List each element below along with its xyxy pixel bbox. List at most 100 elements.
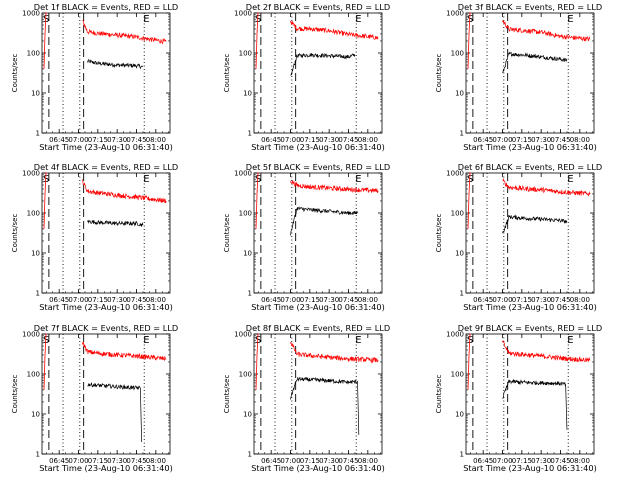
panel-title: Det 7f BLACK = Events, RED = LLD [34,323,178,333]
x-tick-label: 06:45 [261,136,281,144]
x-tick-label: 07:30 [531,296,551,304]
y-axis-label: Counts/sec [11,54,19,93]
x-tick-label: 07:30 [107,296,127,304]
x-axis-label: Start Time (23-Aug-10 06:31:40) [251,302,385,312]
y-axis-label: Counts/sec [435,54,443,93]
initial-spike [467,172,471,229]
end-marker: E [567,335,573,346]
y-tick-label: 100 [239,371,252,379]
y-tick-label: 10 [243,90,252,98]
initial-spike [467,333,471,390]
initial-spike [43,333,47,390]
y-tick-label: 10 [243,250,252,258]
initial-spike [43,172,47,229]
y-tick-label: 1 [248,451,252,459]
x-tick-label: 07:45 [550,296,570,304]
x-axis-label: Start Time (23-Aug-10 06:31:40) [463,302,597,312]
x-tick-label: 07:00 [280,136,300,144]
x-tick-label: 07:00 [280,457,300,465]
x-tick-label: 06:45 [49,136,69,144]
x-tick-label: 07:15 [88,296,108,304]
y-tick-label: 1 [460,451,464,459]
y-tick-label: 1000 [22,10,40,18]
series-events-line [502,379,568,430]
start-marker: S [43,174,49,185]
panel-det-4: Det 4f BLACK = Events, RED = LLD 1 10 100 10… [11,162,178,312]
x-tick-label: 07:45 [126,296,146,304]
panel-det-6: Det 6f BLACK = Events, RED = LLD 1 10 100 10… [435,162,602,312]
x-tick-label: 07:45 [338,296,358,304]
x-tick-label: 07:00 [492,457,512,465]
y-axis-label: Counts/sec [223,54,231,93]
x-tick-label: 07:45 [338,136,358,144]
x-tick-label: 08:00 [570,136,590,144]
y-tick-label: 1 [460,290,464,298]
series-events-line [87,382,142,442]
y-axis-label: Counts/sec [435,375,443,414]
x-tick-label: 07:30 [319,136,339,144]
series-lld-line [82,19,167,45]
y-tick-label: 100 [451,50,464,58]
y-tick-label: 1 [460,130,464,138]
x-tick-label: 07:30 [319,296,339,304]
initial-spike [255,172,259,229]
x-axis-label: Start Time (23-Aug-10 06:31:40) [463,463,597,473]
plot-frame [41,12,171,134]
y-tick-label: 100 [451,210,464,218]
x-tick-label: 07:30 [319,457,339,465]
series-lld-line [290,180,379,194]
x-tick-label: 06:45 [49,296,69,304]
y-tick-label: 10 [455,90,464,98]
y-tick-label: 1000 [446,170,464,178]
x-tick-label: 07:15 [300,457,320,465]
x-tick-label: 07:30 [531,457,551,465]
x-tick-label: 07:15 [300,136,320,144]
y-tick-label: 1 [36,130,40,138]
start-marker: S [255,335,261,346]
start-marker: S [467,14,473,25]
y-tick-label: 100 [239,210,252,218]
y-tick-label: 10 [455,411,464,419]
x-tick-label: 06:45 [49,457,69,465]
initial-spike [467,12,471,69]
x-axis-label: Start Time (23-Aug-10 06:31:40) [251,142,385,152]
y-tick-label: 1000 [234,170,252,178]
x-tick-label: 08:00 [358,296,378,304]
series-lld-line [82,341,167,362]
x-tick-label: 07:45 [126,457,146,465]
x-tick-label: 08:00 [146,136,166,144]
y-axis-label: Counts/sec [223,375,231,414]
x-tick-label: 07:15 [512,457,532,465]
series-events-line [290,376,360,435]
x-axis-label: Start Time (23-Aug-10 06:31:40) [39,142,173,152]
plot-frame [465,12,595,134]
y-tick-label: 10 [31,411,40,419]
end-marker: E [567,174,573,185]
x-tick-label: 06:45 [473,296,493,304]
x-tick-label: 08:00 [146,296,166,304]
x-tick-label: 07:15 [88,457,108,465]
x-tick-label: 07:00 [68,457,88,465]
y-tick-label: 10 [31,250,40,258]
x-tick-label: 06:45 [261,457,281,465]
plot-frame [465,172,595,294]
y-tick-label: 100 [27,50,40,58]
start-marker: S [255,14,261,25]
x-tick-label: 07:45 [550,136,570,144]
x-tick-label: 07:45 [338,457,358,465]
plot-frame [253,172,383,294]
x-tick-label: 06:45 [261,296,281,304]
end-marker: E [567,14,573,25]
y-tick-label: 1 [36,290,40,298]
y-tick-label: 1000 [446,10,464,18]
y-tick-label: 1 [248,290,252,298]
panel-title: Det 8f BLACK = Events, RED = LLD [246,323,390,333]
series-events-line [87,219,144,227]
x-tick-label: 06:45 [473,136,493,144]
start-marker: S [43,335,49,346]
y-tick-label: 100 [239,50,252,58]
panel-title: Det 3f BLACK = Events, RED = LLD [458,2,602,12]
end-marker: E [355,14,361,25]
y-tick-label: 1000 [22,331,40,339]
